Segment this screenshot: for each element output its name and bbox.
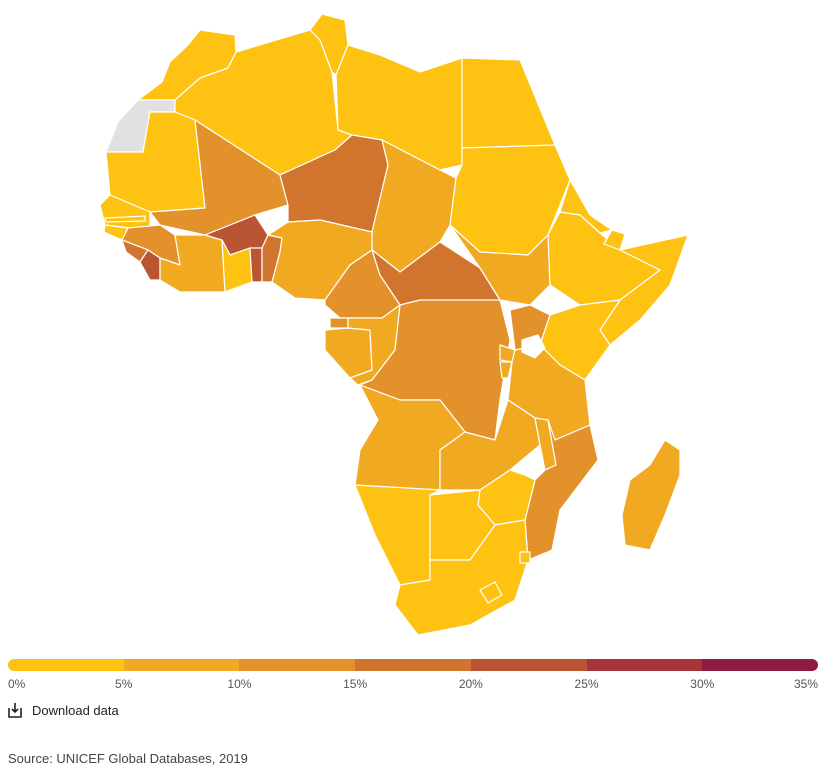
source-caption: Source: UNICEF Global Databases, 2019 (8, 751, 248, 766)
legend-segment (470, 659, 587, 671)
africa-choropleth-map (99, 13, 689, 636)
region-equatorial-guinea[interactable] (329, 317, 349, 329)
region-congo[interactable] (347, 304, 401, 386)
legend-tick-label: 0% (8, 677, 26, 691)
region-madagascar[interactable] (621, 439, 681, 551)
region-burundi[interactable] (499, 361, 513, 379)
legend-tick-label: 25% (574, 677, 599, 691)
lake-victoria-icon (521, 334, 546, 359)
legend-segment (123, 659, 240, 671)
region-togo[interactable] (249, 247, 263, 283)
region-gambia[interactable] (104, 215, 146, 223)
download-data-button[interactable]: Download data (8, 700, 119, 720)
legend-tick-label: 35% (793, 677, 818, 691)
download-icon (8, 703, 22, 718)
legend-segment (8, 659, 124, 671)
country-regions (99, 13, 689, 636)
legend-segment (586, 659, 703, 671)
legend-tick-label: 15% (343, 677, 368, 691)
region-gabon[interactable] (324, 327, 373, 379)
legend-color-scale (8, 659, 818, 671)
region-eswatini[interactable] (519, 551, 531, 564)
legend-tick-label: 5% (115, 677, 133, 691)
download-data-label: Download data (32, 702, 119, 718)
legend-tick-label: 20% (458, 677, 483, 691)
legend-segment (702, 659, 818, 671)
region-mozambique[interactable] (524, 419, 599, 561)
region-south-africa[interactable] (394, 519, 529, 636)
region-namibia[interactable] (354, 484, 441, 586)
legend-tick-label: 10% (227, 677, 252, 691)
legend-segment (239, 659, 356, 671)
legend-segment (355, 659, 471, 671)
region-lesotho[interactable] (479, 581, 503, 604)
legend-tick-label: 30% (690, 677, 715, 691)
region-egypt[interactable] (461, 57, 556, 149)
legend-tick-labels: 0% 5% 10% 15% 20% 25% 30% 35% (8, 677, 818, 693)
